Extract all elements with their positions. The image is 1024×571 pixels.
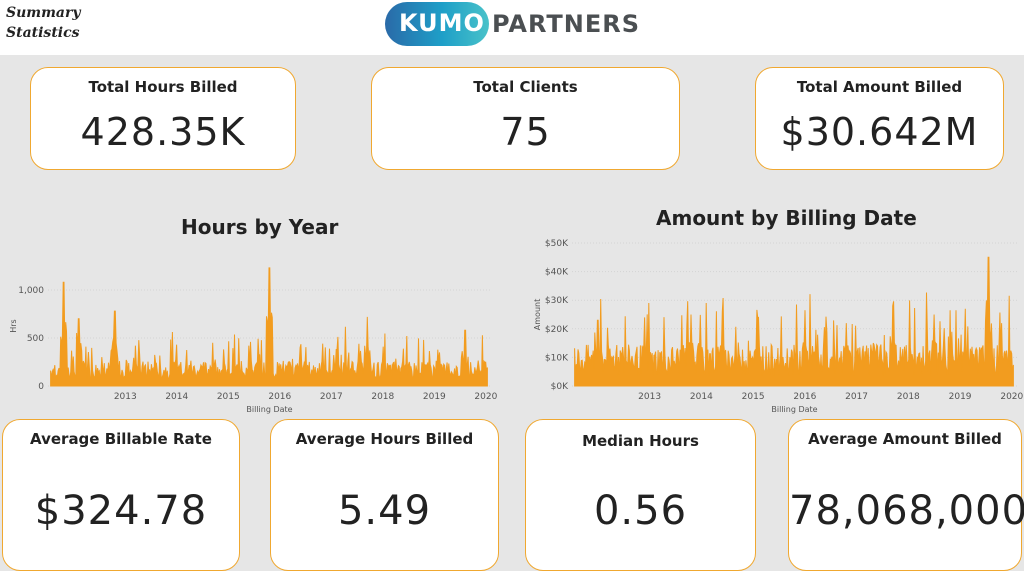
kpi-value: 5.49 [337,488,432,534]
hours-x-tick-label: 2020 [474,392,497,402]
amount-x-tick-label: 2014 [690,392,713,402]
amount-x-tick-label: 2015 [742,392,765,402]
hours-x-tick-label: 2015 [217,392,240,402]
hours-x-tick-label: 2014 [165,392,188,402]
kpi-card-median-hours[interactable]: Median Hours 0.56 [525,419,756,571]
amount-y-tick-label: $10K [545,353,569,363]
kpi-card-avg-amount[interactable]: Average Amount Billed 78,068,000 [788,419,1024,571]
amount-y-tick-label: $20K [545,325,569,335]
kpi-value: $324.78 [34,488,208,534]
logo-pill-shape [385,2,489,46]
kpi-label: Total Clients [473,78,578,96]
kpi-value: 0.56 [593,488,688,534]
kpi-value: 75 [500,110,551,154]
hours-x-tick-label: 2013 [114,392,137,402]
amount-y-tick-label: $0K [551,382,569,392]
amount-y-axis-label: Amount [533,299,542,330]
amount-x-tick-label: 2020 [1000,392,1023,402]
kpi-value: 78,068,000 [789,488,1024,534]
hours-series-area [50,267,488,387]
logo-partners-text: PARTNERS [492,10,640,38]
header-bar: Summary Statistics KUMO PARTNERS [0,0,1024,55]
kpi-card-avg-hours[interactable]: Average Hours Billed 5.49 [270,419,499,571]
kpi-card-total-amount[interactable]: Total Amount Billed $30.642M [755,67,1004,170]
hours-x-axis-label: Billing Date [246,405,292,414]
kpi-card-avg-rate[interactable]: Average Billable Rate $324.78 [2,419,240,571]
logo-kumo-text: KUMO [399,9,485,37]
kpi-card-total-hours[interactable]: Total Hours Billed 428.35K [30,67,296,170]
hours-y-tick-label: 1,000 [18,286,44,296]
kpi-value: $30.642M [780,110,979,154]
amount-x-tick-label: 2017 [845,392,868,402]
kpi-label: Total Hours Billed [88,78,238,96]
chart-title-hours: Hours by Year [181,215,339,239]
kpi-value: 428.35K [80,110,246,154]
kpi-card-total-clients[interactable]: Total Clients 75 [371,67,680,170]
hours-x-tick-label: 2017 [320,392,343,402]
kpi-label: Average Billable Rate [30,430,212,448]
page-title: Summary Statistics [6,5,81,41]
kpi-label: Median Hours [582,432,699,450]
amount-series-area [574,256,1014,387]
hours-x-tick-label: 2018 [371,392,394,402]
amount-y-tick-label: $40K [545,268,569,278]
kumo-partners-logo: KUMO PARTNERS [385,2,639,48]
kpi-label: Average Hours Billed [295,430,474,448]
chart-title-amount: Amount by Billing Date [656,206,917,230]
kpi-label: Total Amount Billed [796,78,963,96]
amount-x-tick-label: 2016 [793,392,816,402]
hours-x-tick-label: 2016 [268,392,291,402]
amount-y-tick-label: $50K [545,239,569,249]
hours-x-tick-label: 2019 [423,392,446,402]
hours-y-tick-label: 500 [27,334,44,344]
amount-x-tick-label: 2018 [897,392,920,402]
kpi-label: Average Amount Billed [808,430,1002,448]
amount-x-axis-label: Billing Date [771,405,817,414]
hours-y-axis-label: Hrs [9,319,18,332]
amount-x-tick-label: 2013 [638,392,661,402]
amount-x-tick-label: 2019 [949,392,972,402]
amount-y-tick-label: $30K [545,296,569,306]
hours-y-tick-label: 0 [38,382,44,392]
